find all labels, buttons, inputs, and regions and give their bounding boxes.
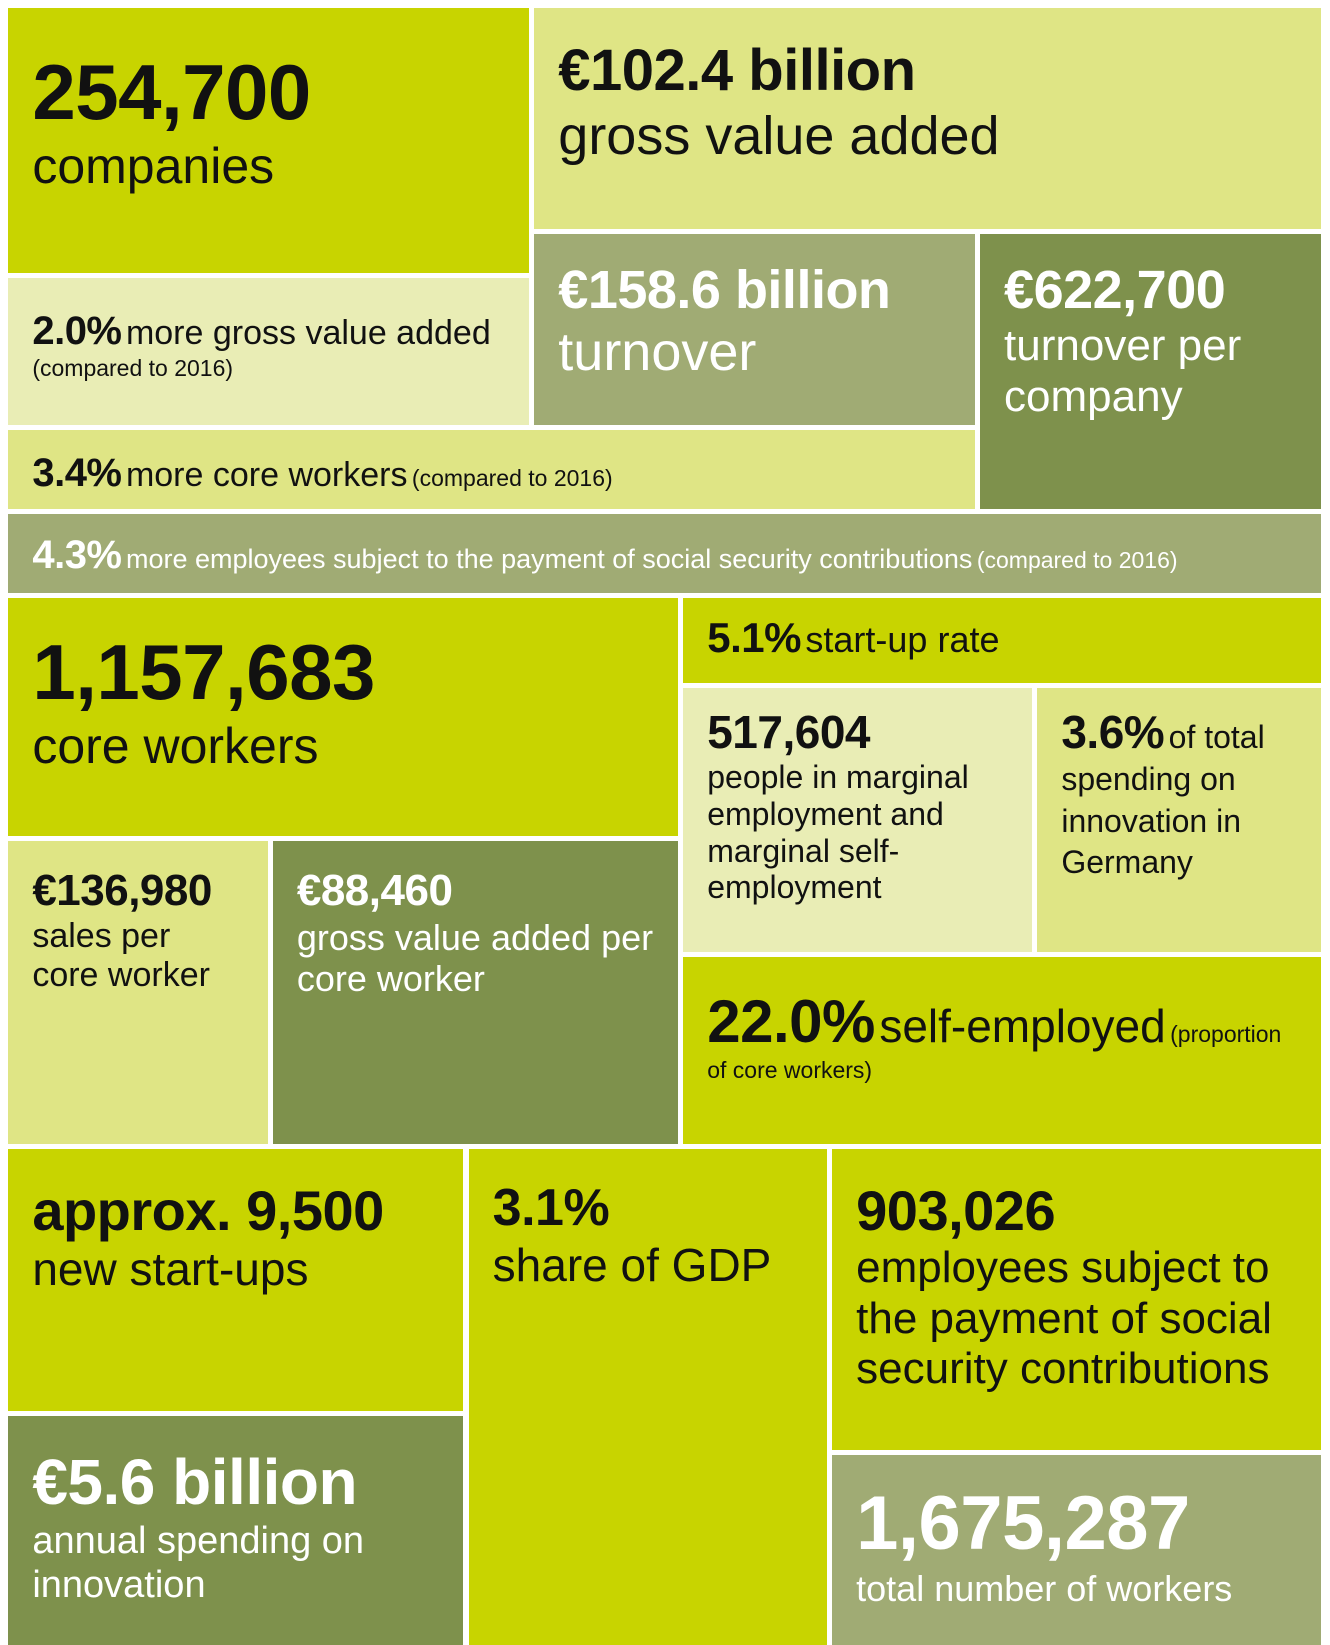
tile-text: gross value added per core worker bbox=[296, 916, 654, 1000]
tile: €622,700 turnover per company bbox=[980, 233, 1321, 509]
tile: 903,026 employees subject to the payment … bbox=[832, 1148, 1321, 1450]
tile-value: 903,026 bbox=[856, 1178, 1056, 1242]
tile-value: 3.1% bbox=[492, 1178, 610, 1237]
tile: 1,675,287 total number of workers bbox=[832, 1455, 1321, 1645]
tile: €5.6 billion annual spending on innovatio… bbox=[8, 1416, 464, 1645]
tile: 517,604 people in marginal employment and… bbox=[683, 688, 1033, 952]
tile-text: share of GDP bbox=[492, 1238, 772, 1291]
tile: €102.4 billion gross value added bbox=[534, 8, 1321, 229]
tile-value: approx. 9,500 bbox=[32, 1178, 384, 1242]
tile-text: core workers bbox=[32, 717, 319, 774]
tile-value: €622,700 bbox=[1004, 259, 1226, 320]
tile-value: 5.1% bbox=[707, 613, 801, 661]
tile-value: €136,980 bbox=[32, 866, 212, 916]
tile: 5.1% start-up rate bbox=[683, 597, 1321, 683]
tile-value: 254,700 bbox=[32, 48, 311, 137]
tile-value: €88,460 bbox=[296, 866, 453, 916]
tile-text: total number of workers bbox=[856, 1567, 1233, 1609]
tile-text: gross value added bbox=[558, 106, 1000, 167]
tile-text: turnover per company bbox=[1004, 321, 1242, 421]
tile-text: more employees subject to the payment of… bbox=[125, 544, 973, 575]
tile-value: €158.6 billion bbox=[558, 259, 891, 320]
tile-text: sales per core worker bbox=[32, 916, 210, 995]
tile-text: more gross value added bbox=[125, 314, 491, 352]
tile: €158.6 billion turnover bbox=[534, 233, 975, 425]
tile-text: self-employed bbox=[879, 999, 1166, 1052]
tile-text: turnover bbox=[558, 322, 757, 383]
tile-text: of total spending on innovation in Germa… bbox=[1061, 719, 1265, 881]
tile-text: employees subject to the payment of soci… bbox=[856, 1243, 1272, 1394]
tile: €88,460 gross value added per core worker bbox=[272, 841, 678, 1144]
tile: 3.4% more core workers (compared to 2016… bbox=[8, 430, 975, 509]
tile-value: 22.0% bbox=[707, 987, 875, 1055]
tile-text: people in marginal employment and margin… bbox=[707, 759, 969, 906]
tile: 3.6% of total spending on innovation in … bbox=[1037, 688, 1321, 952]
tile-value: 2.0% bbox=[32, 309, 122, 353]
tile-note: (compared to 2016) bbox=[32, 355, 234, 382]
tile-text: new start-ups bbox=[32, 1243, 309, 1296]
tile-note: (compared to 2016) bbox=[976, 547, 1178, 574]
tile-text: annual spending on innovation bbox=[32, 1519, 365, 1606]
tile: 254,700 companies bbox=[8, 8, 530, 273]
tile-value: €5.6 billion bbox=[32, 1446, 358, 1519]
tile-value: 517,604 bbox=[707, 706, 870, 759]
tile: 4.3% more employees subject to the payme… bbox=[8, 514, 1321, 593]
tile: 22.0% self-employed (proportion of core … bbox=[683, 956, 1321, 1144]
tile: 1,157,683 core workers bbox=[8, 597, 678, 837]
tile-text: start-up rate bbox=[805, 618, 1000, 660]
tile: €136,980 sales per core worker bbox=[8, 841, 268, 1144]
tile-note: (compared to 2016) bbox=[411, 465, 613, 492]
tile-value: 1,157,683 bbox=[32, 627, 375, 716]
tile-value: €102.4 billion bbox=[558, 38, 916, 104]
tile-value: 3.6% bbox=[1061, 706, 1165, 759]
tile-value: 1,675,287 bbox=[856, 1481, 1190, 1567]
tile-value: 3.4% bbox=[32, 451, 122, 496]
tile-text: more core workers bbox=[125, 456, 408, 495]
tile-note: (proportion of core workers) bbox=[707, 1020, 1282, 1083]
tile-text: companies bbox=[32, 138, 275, 195]
tile-value: 4.3% bbox=[32, 533, 122, 578]
tile: approx. 9,500 new start-ups bbox=[8, 1148, 464, 1412]
tile: 2.0% more gross value added (compared to… bbox=[8, 278, 530, 425]
tile: 3.1% share of GDP bbox=[468, 1148, 827, 1645]
